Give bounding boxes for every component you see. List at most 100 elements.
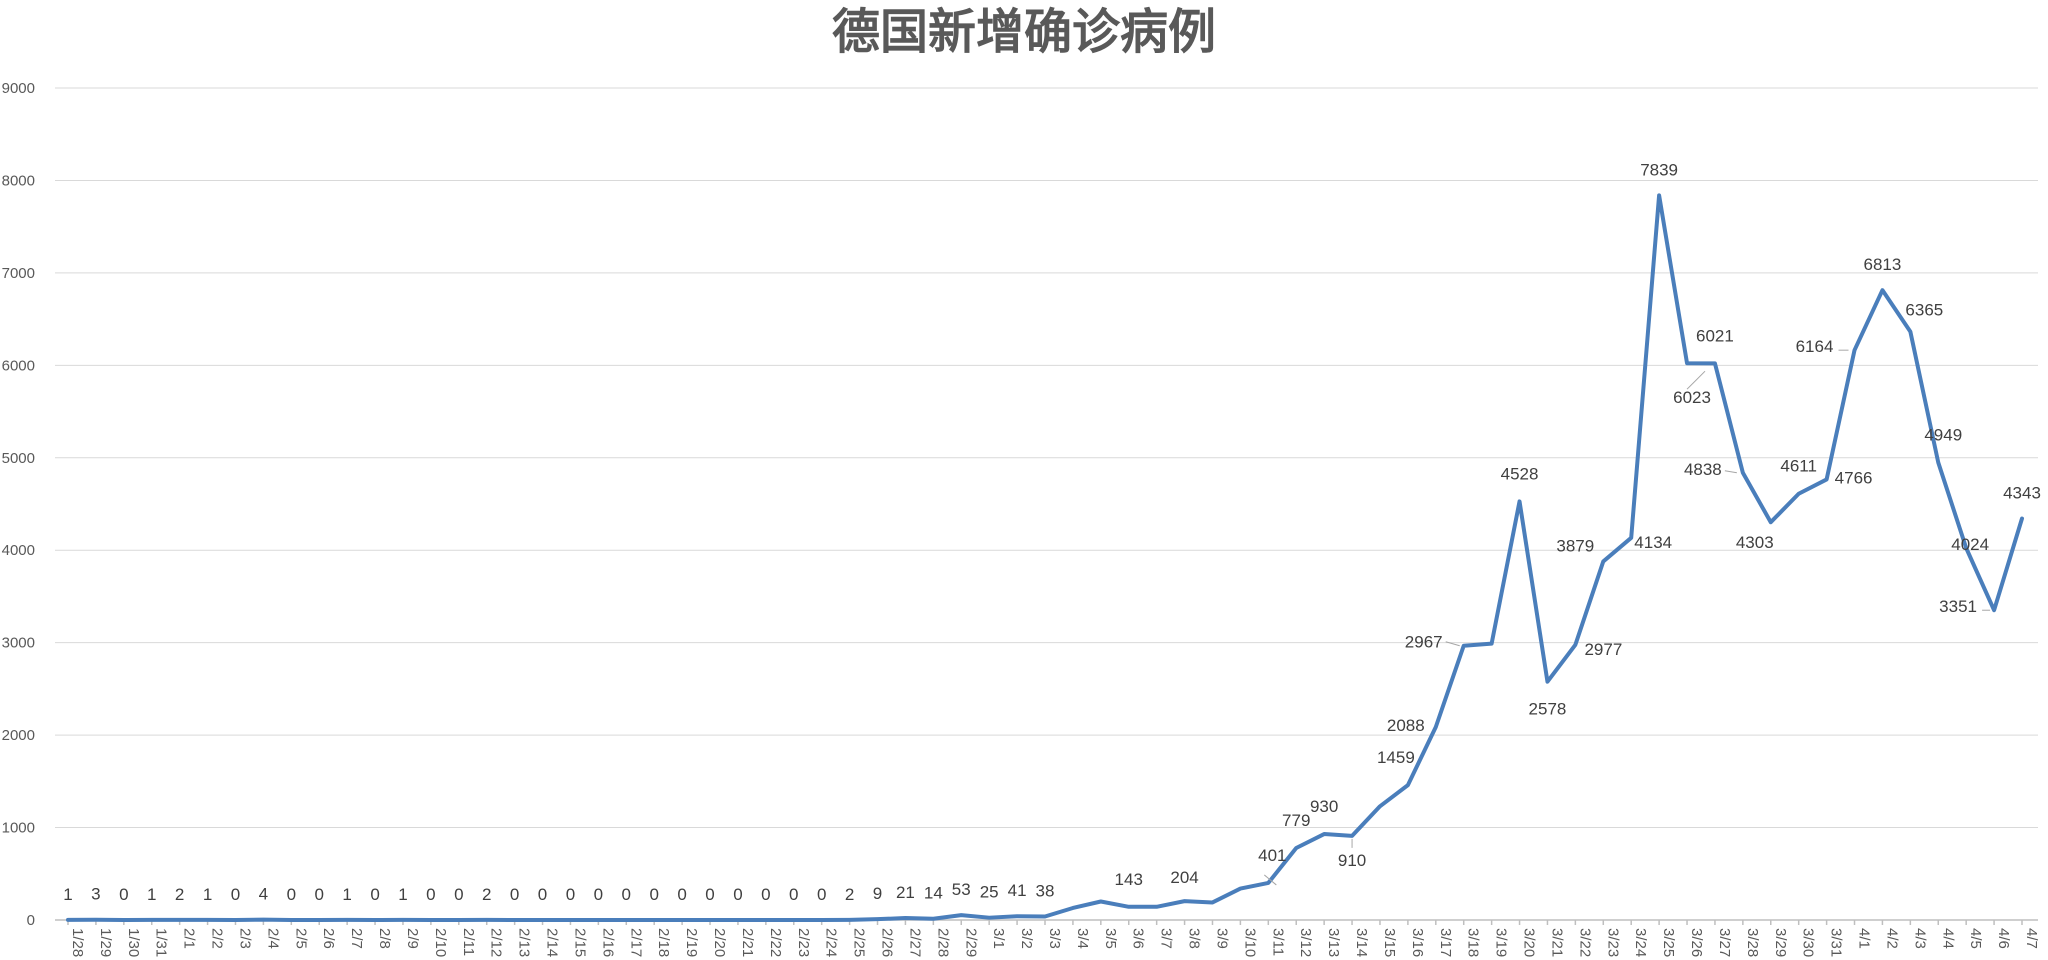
data-label: 0 [454,885,463,904]
x-tick-label: 3/4 [1074,928,1091,949]
x-tick-label: 3/24 [1632,928,1649,957]
x-tick-label: 2/7 [348,928,365,949]
y-axis-tick-labels: 0 1000 2000 3000 4000 5000 6000 7000 8000 9000 [2,80,35,929]
data-label: 1 [342,885,351,904]
data-point [513,918,517,922]
x-tick-label: 2/4 [264,928,281,949]
data-label: 0 [817,885,826,904]
data-point [457,918,461,922]
data-label: 4949 [1924,425,1962,444]
x-tick-label: 3/6 [1130,928,1147,949]
data-point [624,918,628,922]
x-tick-label: 2/14 [544,928,561,957]
data-label: 1 [398,885,407,904]
data-point [1099,900,1103,904]
data-label: 25 [980,883,999,902]
data-point [1462,644,1466,648]
x-tick-label: 2/24 [823,928,840,957]
y-tick-label: 6000 [2,357,35,374]
data-point [987,916,991,920]
x-tick-label: 4/4 [1939,928,1956,949]
data-point [541,918,545,922]
data-point [1434,725,1438,729]
data-label: 2 [175,885,184,904]
data-point [317,918,321,922]
data-point [1406,783,1410,787]
x-tick-label: 3/18 [1465,928,1482,957]
data-label: 401 [1258,846,1286,865]
data-label: 6021 [1696,326,1734,345]
data-point [1685,361,1689,365]
data-point [66,918,70,922]
data-label: 53 [952,880,971,899]
data-point [1797,492,1801,496]
x-tick-label: 3/13 [1325,928,1342,957]
data-point [848,918,852,922]
data-label: 4766 [1835,468,1873,487]
data-point [1238,887,1242,891]
data-label: 0 [594,885,603,904]
data-label: 41 [1008,881,1027,900]
data-label: 0 [566,885,575,904]
x-tick-label: 2/1 [181,928,198,949]
x-tick-label: 3/7 [1158,928,1175,949]
x-tick-label: 4/5 [1967,928,1984,949]
x-tick-label: 3/29 [1772,928,1789,957]
x-tick-label: 2/18 [655,928,672,957]
x-tick-label: 2/2 [209,928,226,949]
x-tick-label: 2/3 [236,928,253,949]
data-label: 1 [63,885,72,904]
data-label: 204 [1170,868,1198,887]
x-tick-label: 3/11 [1269,928,1286,956]
data-point [485,918,489,922]
data-point [429,918,433,922]
data-label: 0 [677,885,686,904]
x-tick-label: 2/10 [432,928,449,957]
x-tick-label: 2/20 [711,928,728,957]
chart-title: 德国新增确诊病例 [832,4,1216,60]
y-tick-label: 7000 [2,265,35,282]
x-tick-label: 4/7 [2023,928,2040,949]
data-label: 0 [314,885,323,904]
data-label: 4303 [1736,533,1774,552]
data-point [178,918,182,922]
data-point [289,918,293,922]
x-tick-label: 3/12 [1297,928,1314,957]
data-label: 4838 [1684,460,1722,479]
data-point [1713,361,1717,365]
data-label: 0 [733,885,742,904]
x-tick-label: 1/29 [97,928,114,957]
data-label-leader [1263,874,1277,886]
x-tick-label: 3/1 [990,928,1007,949]
y-tick-label: 8000 [2,172,35,189]
data-point [150,918,154,922]
data-point [401,918,405,922]
x-axis-tick-labels: 1/28 1/29 1/30 1/31 2/1 2/2 2/3 2/4 2/5 2/6 2/7 2/8… [67,920,2040,957]
data-label: 930 [1310,797,1338,816]
data-point [652,918,656,922]
y-tick-label: 4000 [2,542,35,559]
x-tick-label: 2/16 [599,928,616,957]
data-label: 6365 [1905,301,1943,320]
data-label: 4134 [1634,533,1672,552]
x-tick-label: 2/5 [292,928,309,949]
x-tick-label: 2/21 [739,928,756,957]
data-point [1657,193,1661,197]
data-label: 4343 [2003,484,2041,503]
data-label: 0 [649,885,658,904]
data-label: 6023 [1673,388,1711,407]
x-tick-label: 2/17 [627,928,644,957]
x-tick-label: 2/19 [683,928,700,957]
data-point [1155,905,1159,909]
x-tick-label: 2/26 [879,928,896,957]
x-tick-label: 1/31 [153,928,170,957]
data-point [1601,559,1605,563]
data-label-leader [1445,641,1460,647]
data-point [1210,900,1214,904]
data-label: 1 [203,885,212,904]
data-label: 2977 [1584,640,1622,659]
data-point [876,917,880,921]
x-tick-label: 2/25 [851,928,868,957]
data-point [1378,804,1382,808]
x-tick-label: 3/15 [1381,928,1398,957]
